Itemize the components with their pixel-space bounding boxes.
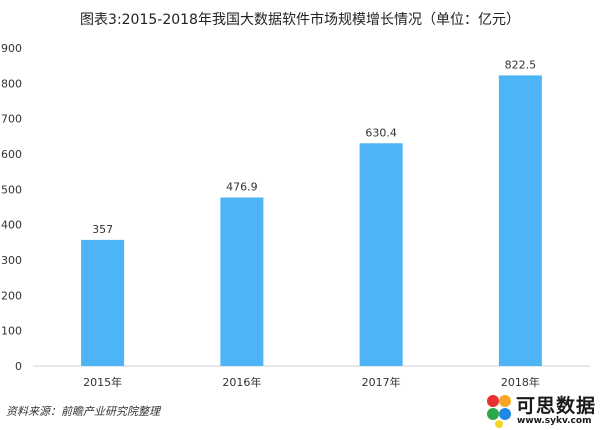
x-tick-label: 2018年 [501, 375, 540, 389]
bar-2015年 [81, 239, 125, 366]
x-axis-ticks: 2015年 2016年 2017年 2018年 [83, 375, 540, 389]
y-tick-label: 200 [1, 289, 22, 302]
y-tick-label: 300 [1, 254, 22, 267]
logo-url: www.sykv.com [517, 416, 592, 426]
logo: 可思数据 www.sykv.com [484, 390, 600, 430]
y-tick-label: 600 [1, 148, 22, 161]
y-tick-label: 100 [1, 325, 22, 338]
bar-2017年 [359, 143, 403, 366]
y-tick-label: 500 [1, 183, 22, 196]
y-tick-label: 900 [1, 42, 22, 55]
value-label: 630.4 [365, 126, 397, 139]
x-tick-label: 2016年 [222, 375, 261, 389]
y-tick-label: 800 [1, 77, 22, 90]
y-tick-label: 0 [15, 360, 22, 373]
y-axis-ticks: 0 100 200 300 400 500 600 700 800 900 [1, 42, 22, 373]
logo-mark-icon [487, 395, 511, 428]
chart-title: 图表3:2015-2018年我国大数据软件市场规模增长情况（单位：亿元） [80, 12, 520, 28]
x-tick-label: 2015年 [83, 375, 122, 389]
value-labels: 357 476.9 630.4 822.5 [92, 58, 536, 235]
bars [81, 75, 542, 366]
bar-2018年 [498, 75, 542, 366]
value-label: 476.9 [226, 180, 258, 193]
bar-2016年 [220, 197, 264, 366]
source-note: 资料来源：前瞻产业研究院整理 [6, 405, 160, 418]
logo-text: 可思数据 [516, 395, 597, 417]
value-label: 822.5 [505, 58, 537, 71]
x-tick-label: 2017年 [362, 375, 401, 389]
y-tick-label: 400 [1, 219, 22, 232]
y-tick-label: 700 [1, 113, 22, 126]
value-label: 357 [92, 223, 113, 236]
